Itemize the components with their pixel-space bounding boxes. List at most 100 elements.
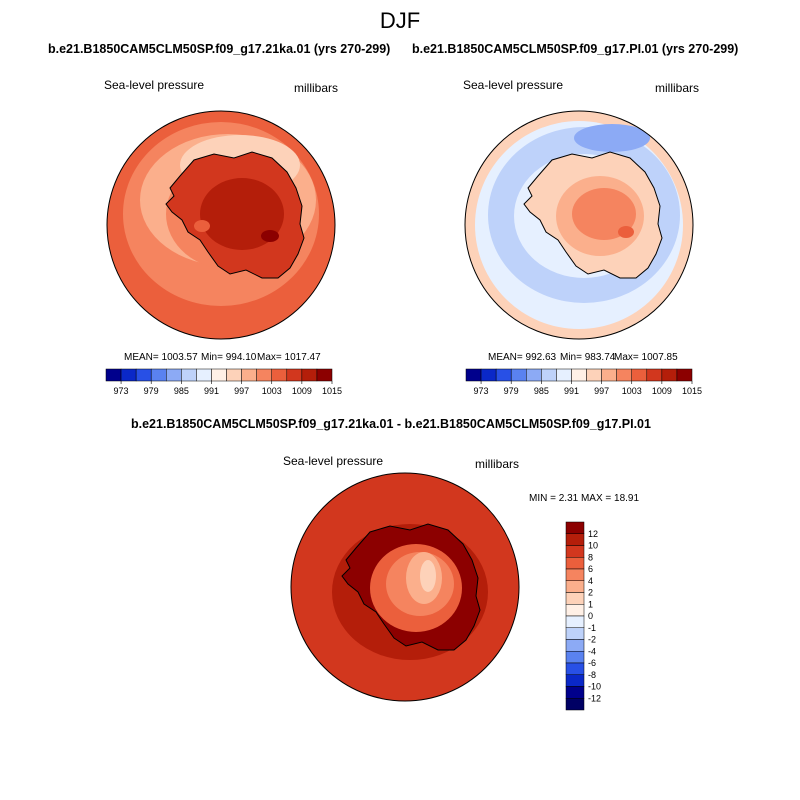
diff-colorbar-swatch [565,545,585,558]
diff-units-label: millibars [475,457,520,471]
diff-colorbar-label: -8 [588,670,596,680]
right-colorbar-swatch [495,368,512,382]
diff-colorbar-swatch [565,639,585,652]
figure-title: DJF [379,8,421,33]
left-variable-label: Sea-level pressure [104,78,205,92]
diff-map-antarctica [341,523,481,651]
left-colorbar-swatch [181,368,197,382]
left-colorbar-swatch [150,368,167,382]
diff-colorbar-label: 2 [588,588,593,598]
right-colorbar-swatch [601,368,617,382]
left-colorbar-swatch [316,368,333,382]
right-map-field-band [574,124,650,152]
diff-colorbar-swatch [565,580,585,593]
left-colorbar-label: 1015 [322,386,342,396]
diff-colorbar-label: 12 [588,529,598,539]
right-colorbar-label: 997 [594,386,609,396]
right-colorbar: 973 979 985 991 997 1003 1009 1015 [465,368,702,396]
diff-variable-label: Sea-level pressure [283,454,384,468]
left-colorbar-label: 979 [144,386,159,396]
right-colorbar-swatch [661,368,678,382]
right-colorbar-swatch [631,368,648,382]
diff-colorbar-label: -2 [588,635,596,645]
right-colorbar-label: 973 [474,386,489,396]
right-panel-title: b.e21.B1850CAM5CLM50SP.f09_g17.PI.01 (yr… [412,42,739,56]
diff-colorbar-swatch [565,627,585,640]
left-colorbar: 973 979 985 991 997 1003 1009 1015 [105,368,342,396]
diff-colorbar-swatch [565,686,585,699]
right-map-antarctica [523,151,663,279]
right-map [465,111,693,339]
left-mean-stat: MEAN= 1003.57 [124,352,198,363]
right-colorbar-label: 985 [534,386,549,396]
right-colorbar-swatch [556,368,572,382]
diff-colorbar-swatch [565,557,585,570]
right-colorbar-swatch [480,368,497,382]
right-colorbar-swatch [586,368,602,382]
diff-colorbar-swatch [565,662,585,675]
left-colorbar-swatch [286,368,303,382]
diff-colorbar-label: -1 [588,623,596,633]
left-map-antarctica [165,151,305,279]
right-colorbar-label: 991 [564,386,579,396]
left-colorbar-swatch [120,368,137,382]
right-colorbar-label: 1015 [682,386,702,396]
left-units-label: millibars [294,81,339,95]
left-colorbar-swatch [135,368,152,382]
diff-colorbar-swatch [565,592,585,605]
left-colorbar-label: 991 [204,386,219,396]
diff-colorbar-swatch [565,604,585,617]
diff-colorbar-label: 4 [588,576,593,586]
right-colorbar-swatch [526,368,542,382]
left-colorbar-label: 997 [234,386,249,396]
diff-colorbar-label: -4 [588,646,596,656]
left-colorbar-swatch [271,368,288,382]
left-colorbar-swatch [256,368,272,382]
diff-colorbar-swatch [565,568,585,581]
diff-colorbar-label: 1 [588,599,593,609]
left-colorbar-swatch [166,368,182,382]
left-colorbar-swatch [241,368,257,382]
diff-map [291,473,519,701]
right-colorbar-swatch [676,368,693,382]
right-units-label: millibars [655,81,700,95]
left-colorbar-swatch [196,368,212,382]
diff-colorbar-label: 6 [588,564,593,574]
left-colorbar-swatch [226,368,242,382]
diff-minmax-stat: MIN = 2.31 MAX = 18.91 [529,493,640,504]
diff-panel-title: b.e21.B1850CAM5CLM50SP.f09_g17.21ka.01 -… [131,417,651,431]
right-colorbar-label: 1009 [652,386,672,396]
left-colorbar-label: 973 [114,386,129,396]
diff-colorbar-label: -6 [588,658,596,668]
diff-colorbar-swatch [565,698,585,711]
left-map-border [106,110,336,340]
diff-colorbar-swatch [565,533,585,546]
diff-colorbar-label: -10 [588,682,601,692]
diff-colorbar-swatch [565,674,585,687]
left-colorbar-swatch [211,368,227,382]
right-min-stat: Min= 983.74 [560,352,616,363]
left-min-stat: Min= 994.10 [201,352,257,363]
left-colorbar-swatch [301,368,318,382]
diff-colorbar-swatch [565,615,585,628]
right-map-border [464,110,694,340]
diff-colorbar-label: 0 [588,611,593,621]
right-max-stat: Max= 1007.85 [614,352,678,363]
diff-colorbar-swatch [565,651,585,664]
left-colorbar-swatch [105,368,122,382]
left-map [107,111,335,339]
diff-colorbar-swatch [565,521,585,534]
diff-colorbar-label: -12 [588,693,601,703]
left-colorbar-label: 1009 [292,386,312,396]
right-colorbar-swatch [510,368,527,382]
right-colorbar-swatch [616,368,632,382]
diff-map-border [290,472,520,702]
right-variable-label: Sea-level pressure [463,78,564,92]
diff-colorbar-label: 8 [588,552,593,562]
right-colorbar-swatch [646,368,663,382]
left-panel-title: b.e21.B1850CAM5CLM50SP.f09_g17.21ka.01 (… [48,42,391,56]
left-max-stat: Max= 1017.47 [257,352,321,363]
right-colorbar-swatch [541,368,557,382]
right-colorbar-label: 979 [504,386,519,396]
